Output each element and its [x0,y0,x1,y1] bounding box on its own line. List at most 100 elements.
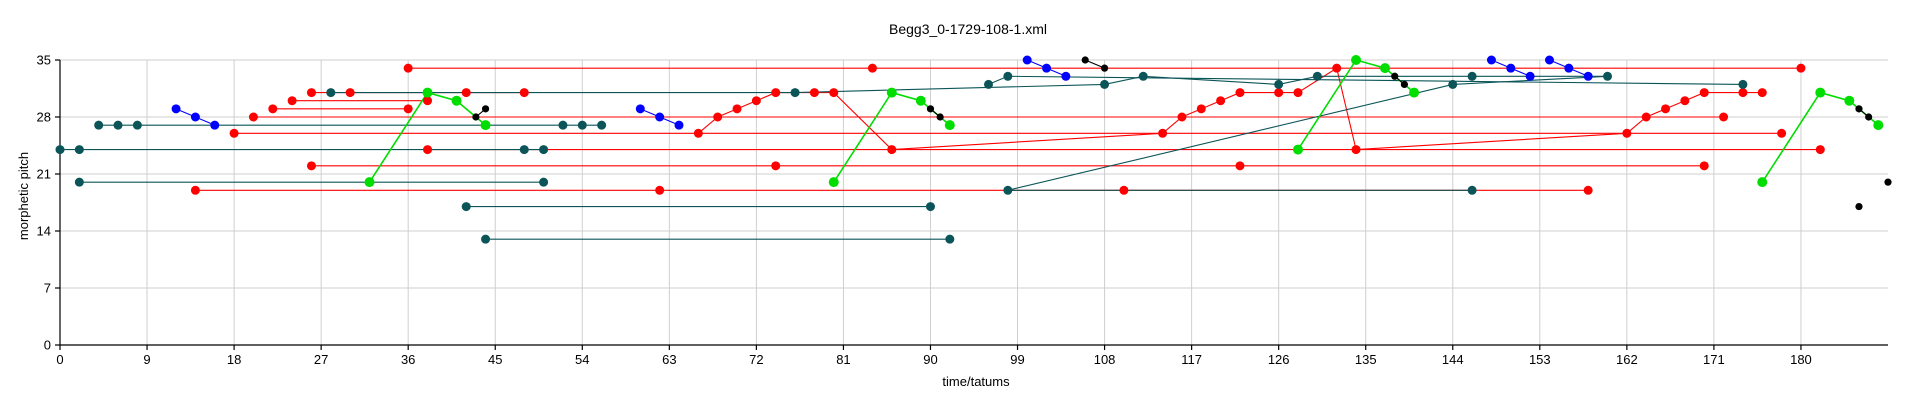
red-point [1216,96,1226,106]
teal-point [1312,71,1322,81]
black-point [472,113,480,121]
red-point [1235,88,1245,98]
blue-point [1544,55,1554,65]
red-point [1738,88,1748,98]
x-tick-label: 171 [1703,352,1725,367]
black-point [1855,105,1863,113]
green-point [1815,87,1826,98]
teal-point [597,120,607,130]
y-tick-label: 21 [37,167,51,182]
teal-point [558,120,568,130]
y-tick-label: 14 [37,224,51,239]
teal-point [1138,71,1148,81]
x-tick-label: 36 [401,352,415,367]
teal-point [55,145,65,155]
x-tick-label: 153 [1529,352,1551,367]
teal-point [1448,79,1458,89]
x-axis-label: time/tatums [942,374,1010,389]
red-point [1351,145,1361,155]
teal-point [94,120,104,130]
red-point [1641,112,1651,122]
x-tick-label: 90 [923,352,937,367]
red-point [519,88,529,98]
teal-point [577,120,587,130]
red-point [248,112,258,122]
green-point [828,177,839,188]
red-point [1622,128,1632,138]
x-tick-label: 99 [1010,352,1024,367]
black-point [481,105,490,113]
blue-point [1525,71,1535,81]
red-point [829,88,839,98]
red-point [732,104,742,114]
green-point [422,87,433,98]
red-point [1332,63,1342,73]
red-point [1661,104,1671,114]
green-point [364,177,375,188]
blue-point [1564,63,1574,73]
blue-point [190,112,200,122]
blue-point [1486,55,1496,65]
green-point [1844,95,1855,106]
red-point [771,88,781,98]
blue-point [1061,71,1071,81]
green-point [1293,144,1304,155]
teal-point [539,177,549,187]
blue-point [1042,63,1052,73]
teal-point [326,88,336,98]
x-tick-label: 9 [143,352,150,367]
red-point [1719,112,1729,122]
red-point [809,88,819,98]
green-point [1380,63,1391,74]
teal-point [1467,71,1477,81]
y-tick-label: 35 [37,53,51,68]
red-point [306,88,316,98]
x-tick-label: 0 [56,352,63,367]
red-point [1196,104,1206,114]
red-point [1777,128,1787,138]
red-point [345,88,355,98]
green-point [1873,120,1884,131]
teal-point [1274,79,1284,89]
green-point [915,95,926,106]
red-point [268,104,278,114]
red-point [403,63,413,73]
pattern-points [55,55,1892,244]
red-point [713,112,723,122]
green-point [1757,177,1768,188]
red-point [655,185,665,195]
y-axis-label: morphetic pitch [16,152,31,240]
red-point [306,161,316,171]
teal-point [539,145,549,155]
red-point [1119,185,1129,195]
teal-point [519,145,529,155]
black-point [936,113,944,121]
red-point [1699,88,1709,98]
x-tick-label: 45 [488,352,502,367]
red-point [1699,161,1709,171]
teal-point [132,120,142,130]
red-point [287,96,297,106]
black-point [1884,178,1892,186]
red-point [229,128,239,138]
teal-point [925,202,935,212]
teal-point [74,145,84,155]
green-point [480,120,491,131]
black-point [1081,56,1089,64]
red-point [1680,96,1690,106]
x-tick-label: 162 [1616,352,1638,367]
teal-point [1100,79,1110,89]
y-tick-label: 28 [37,110,51,125]
red-point [771,161,781,171]
x-tick-label: 54 [575,352,589,367]
black-point [1100,64,1109,72]
x-tick-label: 81 [836,352,850,367]
x-tick-label: 72 [749,352,763,367]
teal-point [113,120,123,130]
red-point [867,63,877,73]
chart-title: Begg3_0-1729-108-1.xml [889,21,1047,37]
blue-point [210,120,220,130]
red-point [1757,88,1767,98]
teal-point [945,234,955,244]
teal-point [790,88,800,98]
